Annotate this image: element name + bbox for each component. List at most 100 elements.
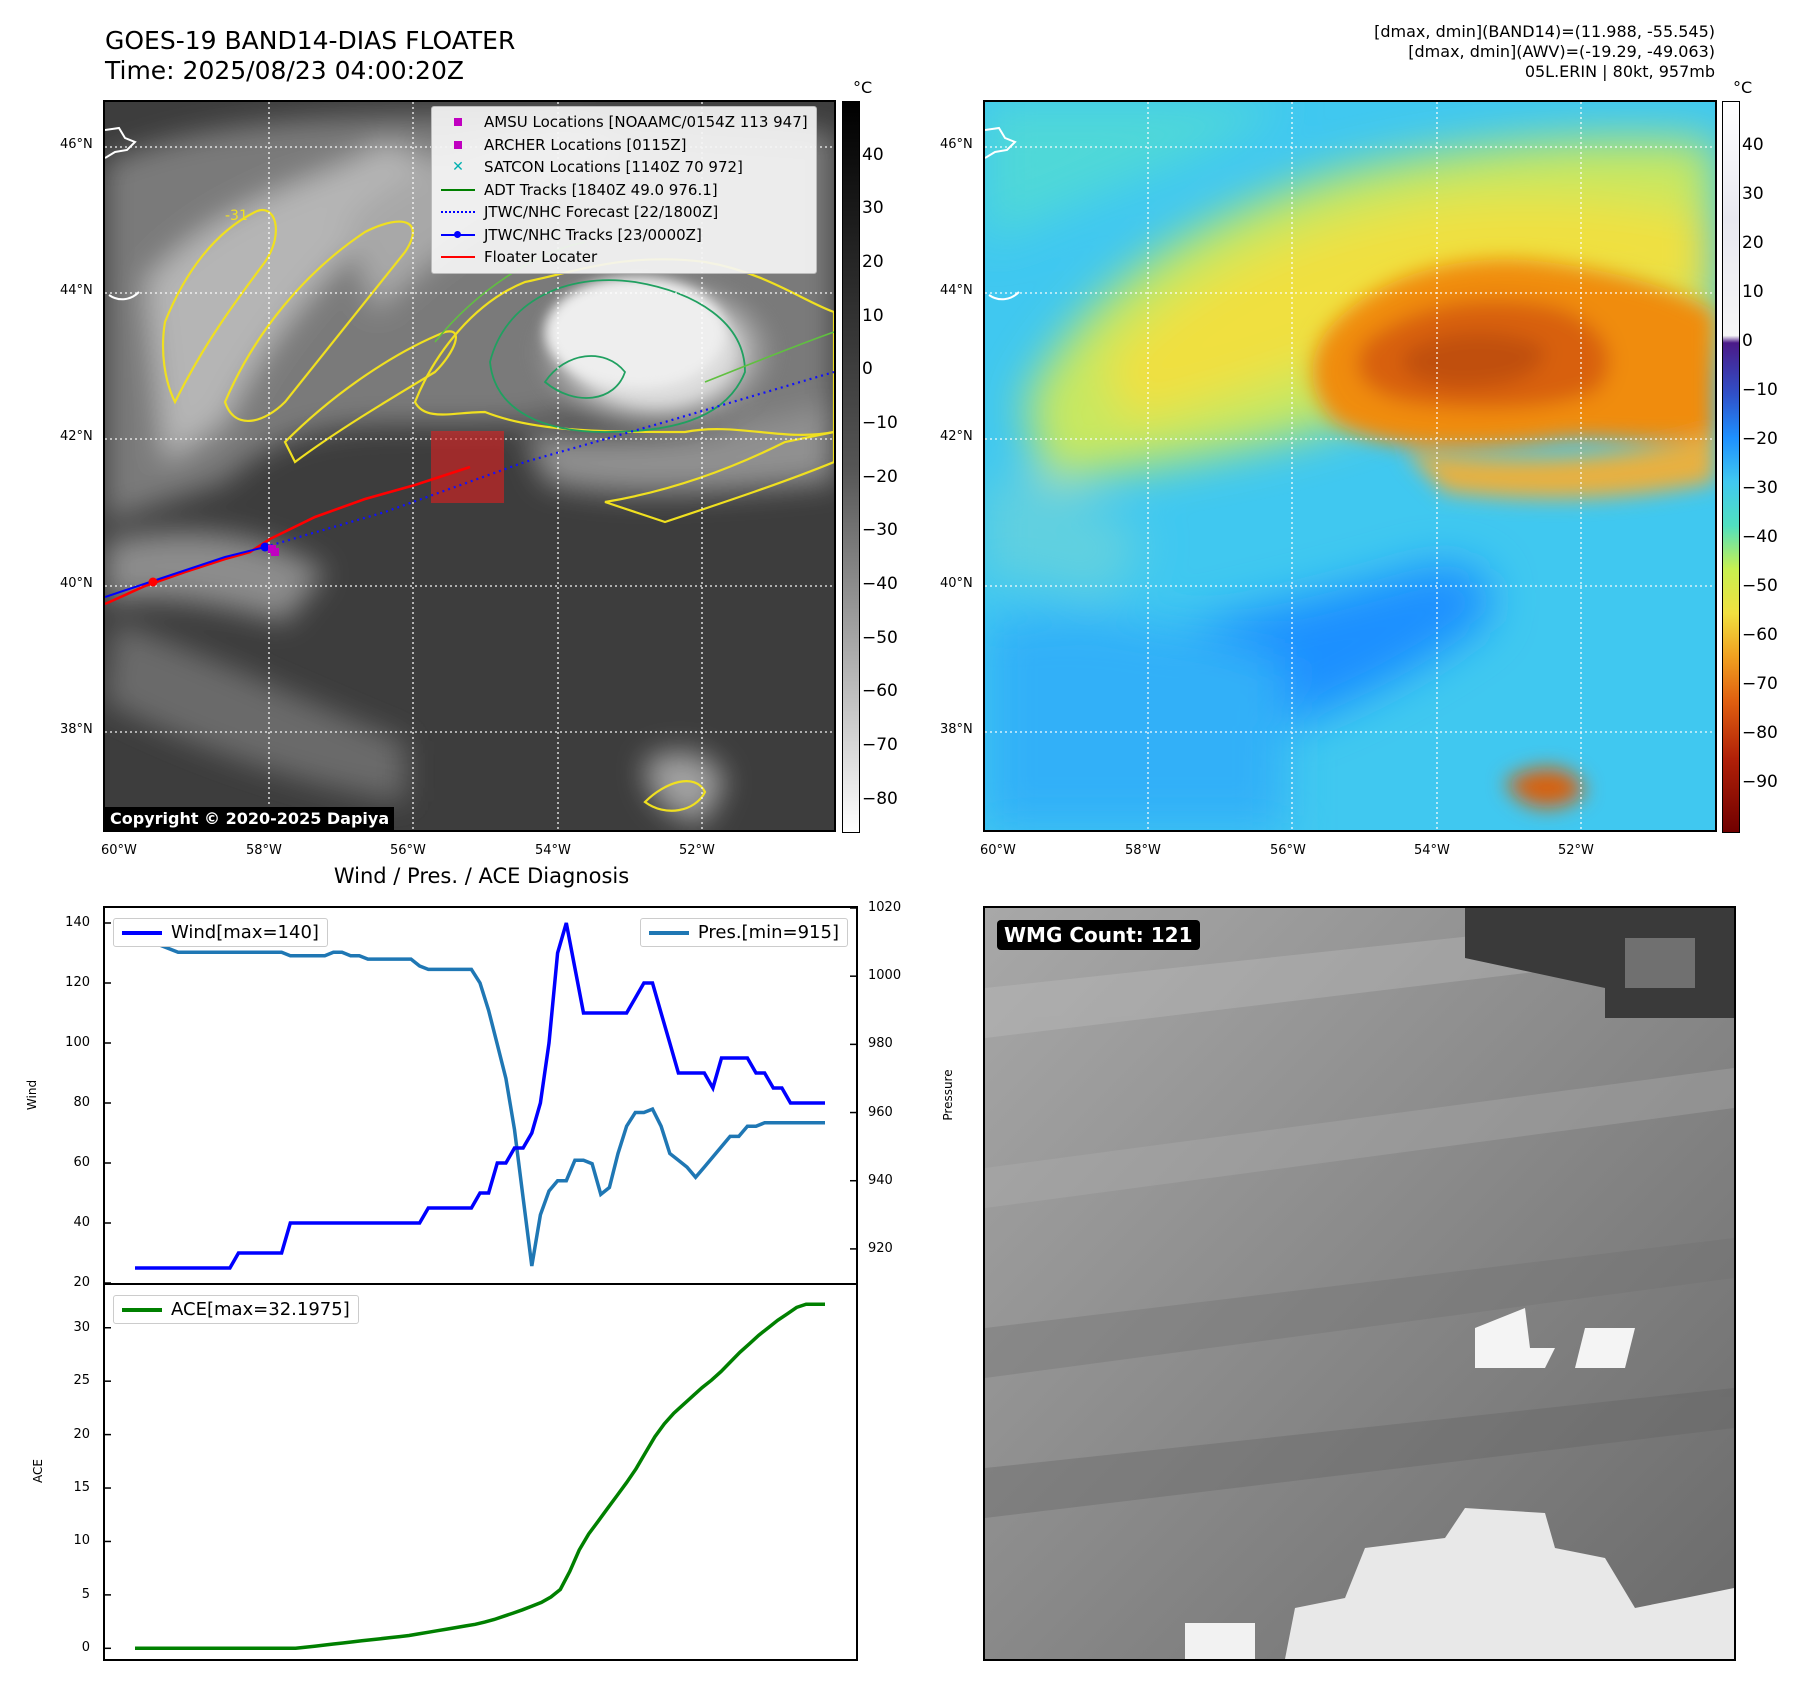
wind-tick-label-1: 120 [65,975,90,990]
ir-map-legend: AMSU Locations [NOAAMC/0154Z 113 947] AR… [431,106,817,274]
awv-colorbar [1722,101,1740,833]
awv-lat-44: 44°N [940,283,973,298]
awv-lat-38: 38°N [940,722,973,737]
awv-map-panel [983,100,1717,832]
awv-colorbar-tick-12: −80 [1742,723,1778,743]
ir-colorbar-unit: °C [853,78,873,97]
awv-colorbar-tick-0: 40 [1742,135,1764,156]
awv-colorbar-tick-13: −90 [1742,772,1778,792]
ir-lat-42: 42°N [60,429,93,444]
awv-colorbar-tick-11: −70 [1742,674,1778,695]
ace-tick-label-3: 15 [73,1480,90,1496]
legend-satcon: ✕ SATCON Locations [1140Z 70 972] [452,158,743,176]
ir-lat-44: 44°N [60,283,93,298]
ace-tick-label-6: 0 [81,1640,90,1656]
pressure-tick-label-3: 960 [868,1104,893,1120]
copyright-label: Copyright © 2020-2025 Dapiya [105,807,395,830]
awv-colorbar-tick-6: −20 [1742,429,1778,450]
ace-legend: ACE[max=32.1975] [113,1295,359,1324]
awv-colorbar-tick-4: 0 [1742,331,1753,352]
awv-map-image [985,102,1715,830]
pressure-axis-label: Pressure [941,1069,955,1121]
wmg-image [985,908,1734,1659]
ace-tick-label-0: 30 [73,1319,90,1335]
ir-colorbar-tick-1: 30 [862,198,884,219]
pressure-tick-label-4: 940 [868,1172,893,1188]
legend-floater: Floater Locater [440,246,808,269]
awv-colorbar-tick-8: −40 [1742,527,1778,548]
ir-lat-40: 40°N [60,576,93,591]
awv-lon-54: 54°W [1414,843,1450,858]
ir-colorbar-tick-3: 10 [862,305,884,326]
ir-lon-52: 52°W [679,843,715,858]
awv-colorbar-unit: °C [1733,78,1753,97]
info-awv-range: [dmax, dmin](AWV)=(-19.29, -49.063) [1408,42,1715,61]
info-band14-range: [dmax, dmin](BAND14)=(11.988, -55.545) [1374,22,1715,41]
wind-tick-label-5: 40 [73,1215,90,1230]
ace-panel: ACE[max=32.1975] [103,1283,858,1661]
wmg-count-label: WMG Count: 121 [997,920,1200,950]
wind-legend: Wind[max=140] [113,918,328,947]
pressure-series-line [135,923,825,1267]
wind-axis-label: Wind [25,1079,39,1111]
ir-colorbar-tick-2: 20 [862,252,884,273]
awv-lat-40: 40°N [940,576,973,591]
diagnosis-title: Wind / Pres. / ACE Diagnosis [333,864,630,888]
wind-tick-label-6: 20 [73,1275,90,1290]
ir-lon-60: 60°W [101,843,137,858]
legend-jtwc-tracks: JTWC/NHC Tracks [23/0000Z] [440,224,808,247]
ir-map-panel: -31 AMSU Locations [NOAAMC/0154Z 113 [103,100,836,832]
ir-colorbar-tick-9: −50 [862,627,898,648]
ir-lon-54: 54°W [535,843,571,858]
ir-colorbar-tick-12: −80 [862,788,898,809]
awv-lon-58: 58°W [1125,843,1161,858]
wind-series-line [135,922,825,1270]
ir-colorbar-tick-11: −70 [862,735,898,756]
pressure-tick-label-1: 1000 [868,968,902,984]
legend-forecast: JTWC/NHC Forecast [22/1800Z] [440,201,808,224]
pressure-legend: Pres.[min=915] [639,918,848,947]
ir-colorbar-tick-6: −20 [862,466,898,487]
wind-pressure-panel: Wind[max=140] Pres.[min=915] [103,906,858,1285]
wind-tick-label-4: 60 [73,1155,90,1170]
pressure-tick-label-5: 920 [868,1240,893,1256]
legend-amsu: AMSU Locations [NOAAMC/0154Z 113 947] [440,111,808,134]
contour-label: -31 [225,208,248,224]
wind-pressure-plot [105,908,856,1283]
awv-lat-46: 46°N [940,137,973,152]
ace-series-line [135,1302,825,1651]
legend-adt: ADT Tracks [1840Z 49.0 976.1] [440,179,808,202]
wind-tick-label-3: 80 [73,1095,90,1110]
legend-archer: ARCHER Locations [0115Z] [440,134,808,157]
ace-tick-label-2: 20 [73,1426,90,1442]
awv-lat-42: 42°N [940,429,973,444]
figure-title-line1: GOES-19 BAND14-DIAS FLOATER [105,26,516,55]
awv-lon-56: 56°W [1270,843,1306,858]
awv-colorbar-tick-3: 10 [1742,282,1764,303]
wind-tick-label-0: 140 [65,915,90,930]
ir-colorbar-tick-10: −60 [862,681,898,702]
awv-colorbar-tick-9: −50 [1742,576,1778,597]
ir-lat-46: 46°N [60,137,93,152]
ir-colorbar [842,101,860,833]
awv-colorbar-tick-7: −30 [1742,478,1778,499]
ir-lat-38: 38°N [60,722,93,737]
wind-tick-label-2: 100 [65,1035,90,1050]
ace-tick-label-5: 5 [81,1586,90,1602]
info-storm: 05L.ERIN | 80kt, 957mb [1524,62,1715,81]
figure-title-line2: Time: 2025/08/23 04:00:20Z [105,56,464,85]
ir-colorbar-tick-4: 0 [862,359,873,380]
ace-plot [105,1302,825,1651]
ir-lon-58: 58°W [246,843,282,858]
ace-tick-label-4: 10 [73,1533,90,1549]
ir-colorbar-tick-7: −30 [862,520,898,541]
ace-axis-label: ACE [31,1459,45,1483]
awv-colorbar-tick-10: −60 [1742,625,1778,646]
awv-lon-60: 60°W [980,843,1016,858]
awv-colorbar-tick-5: −10 [1742,380,1778,401]
wmg-panel: WMG Count: 121 [983,906,1736,1661]
awv-colorbar-tick-1: 30 [1742,184,1764,205]
ir-lon-56: 56°W [390,843,426,858]
pressure-tick-label-2: 980 [868,1036,893,1052]
awv-lon-52: 52°W [1558,843,1594,858]
